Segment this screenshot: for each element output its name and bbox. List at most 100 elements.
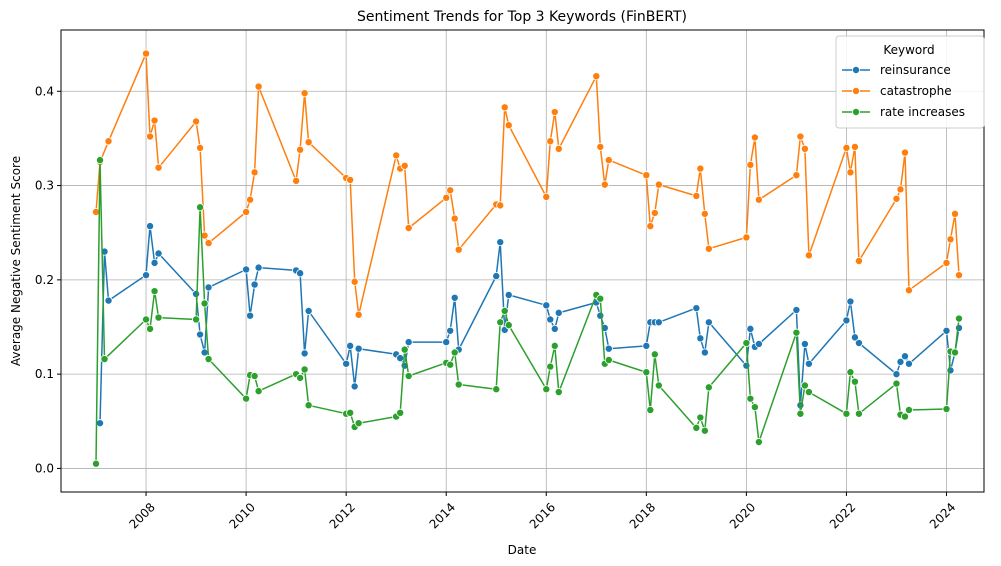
data-point xyxy=(442,338,451,347)
data-point xyxy=(646,222,655,231)
data-point xyxy=(950,348,959,357)
data-point xyxy=(96,156,105,165)
data-point xyxy=(600,180,609,189)
data-point xyxy=(546,362,555,371)
data-point xyxy=(200,348,209,357)
data-point xyxy=(892,194,901,203)
data-point xyxy=(204,283,213,292)
data-point xyxy=(196,143,205,152)
legend-marker xyxy=(852,66,861,75)
data-point xyxy=(696,164,705,173)
data-point xyxy=(596,294,605,303)
data-point xyxy=(642,341,651,350)
data-point xyxy=(554,308,563,317)
data-point xyxy=(96,419,105,428)
data-point xyxy=(350,382,359,391)
legend-label: rate increases xyxy=(880,105,965,119)
data-point xyxy=(704,244,713,253)
data-point xyxy=(892,379,901,388)
data-point xyxy=(750,133,759,142)
data-point xyxy=(146,324,155,333)
data-point xyxy=(254,263,263,272)
data-point xyxy=(854,256,863,265)
data-point xyxy=(796,132,805,141)
legend-marker xyxy=(852,108,861,117)
data-point xyxy=(104,137,113,146)
data-point xyxy=(146,222,155,231)
data-point xyxy=(404,338,413,347)
data-point xyxy=(400,345,409,354)
data-point xyxy=(504,121,513,130)
data-point xyxy=(604,355,613,364)
data-point xyxy=(492,272,501,281)
data-point xyxy=(342,359,351,368)
data-point xyxy=(654,318,663,327)
data-point xyxy=(496,238,505,247)
data-point xyxy=(296,269,305,278)
data-point xyxy=(596,311,605,320)
y-axis-ticks: 0.0 0.1 0.2 0.3 0.4 xyxy=(35,84,61,475)
data-point xyxy=(104,296,113,305)
data-point xyxy=(546,137,555,146)
legend-entries: reinsurance catastrophe rate increases xyxy=(842,63,965,119)
data-point xyxy=(446,360,455,369)
legend-marker xyxy=(852,87,861,96)
data-point xyxy=(754,195,763,204)
y-tick-label: 0.0 xyxy=(35,461,54,475)
y-tick-label: 0.4 xyxy=(35,84,54,98)
data-point xyxy=(150,116,159,125)
data-point xyxy=(854,339,863,348)
data-point xyxy=(450,348,459,357)
data-point xyxy=(150,287,159,296)
data-point xyxy=(346,408,355,417)
data-point xyxy=(700,426,709,435)
data-point xyxy=(742,339,751,348)
data-point xyxy=(450,214,459,223)
data-point xyxy=(754,438,763,447)
data-point xyxy=(154,163,163,172)
data-point xyxy=(142,315,151,324)
data-point xyxy=(496,201,505,210)
data-point xyxy=(796,409,805,418)
plot-frame xyxy=(60,29,985,493)
data-point xyxy=(504,290,513,299)
data-point xyxy=(346,175,355,184)
data-point xyxy=(900,412,909,421)
data-point xyxy=(554,388,563,397)
data-point xyxy=(300,349,309,358)
data-point xyxy=(804,359,813,368)
data-point xyxy=(304,306,313,315)
data-point xyxy=(550,341,559,350)
data-point xyxy=(204,355,213,364)
x-axis-label: Date xyxy=(508,543,537,557)
data-point xyxy=(892,370,901,379)
data-point xyxy=(100,355,109,364)
data-point xyxy=(946,235,955,244)
data-point xyxy=(446,186,455,195)
data-point xyxy=(904,359,913,368)
data-point xyxy=(842,316,851,325)
y-tick-label: 0.1 xyxy=(35,367,54,381)
data-point xyxy=(842,143,851,152)
data-point xyxy=(454,380,463,389)
data-point xyxy=(596,142,605,151)
data-point xyxy=(404,372,413,381)
data-point xyxy=(850,142,859,151)
data-point xyxy=(292,176,301,185)
data-point xyxy=(146,132,155,141)
data-point xyxy=(696,334,705,343)
data-point xyxy=(554,144,563,153)
data-point xyxy=(250,280,259,289)
data-point xyxy=(800,381,809,390)
data-point xyxy=(904,405,913,414)
data-point xyxy=(400,161,409,170)
data-point xyxy=(242,207,251,216)
data-point xyxy=(246,195,255,204)
legend-label: catastrophe xyxy=(880,84,952,98)
data-point xyxy=(942,258,951,267)
data-point xyxy=(242,394,251,403)
data-point xyxy=(546,315,555,324)
y-axis-label: Average Negative Sentiment Score xyxy=(9,156,23,366)
data-point xyxy=(846,168,855,177)
